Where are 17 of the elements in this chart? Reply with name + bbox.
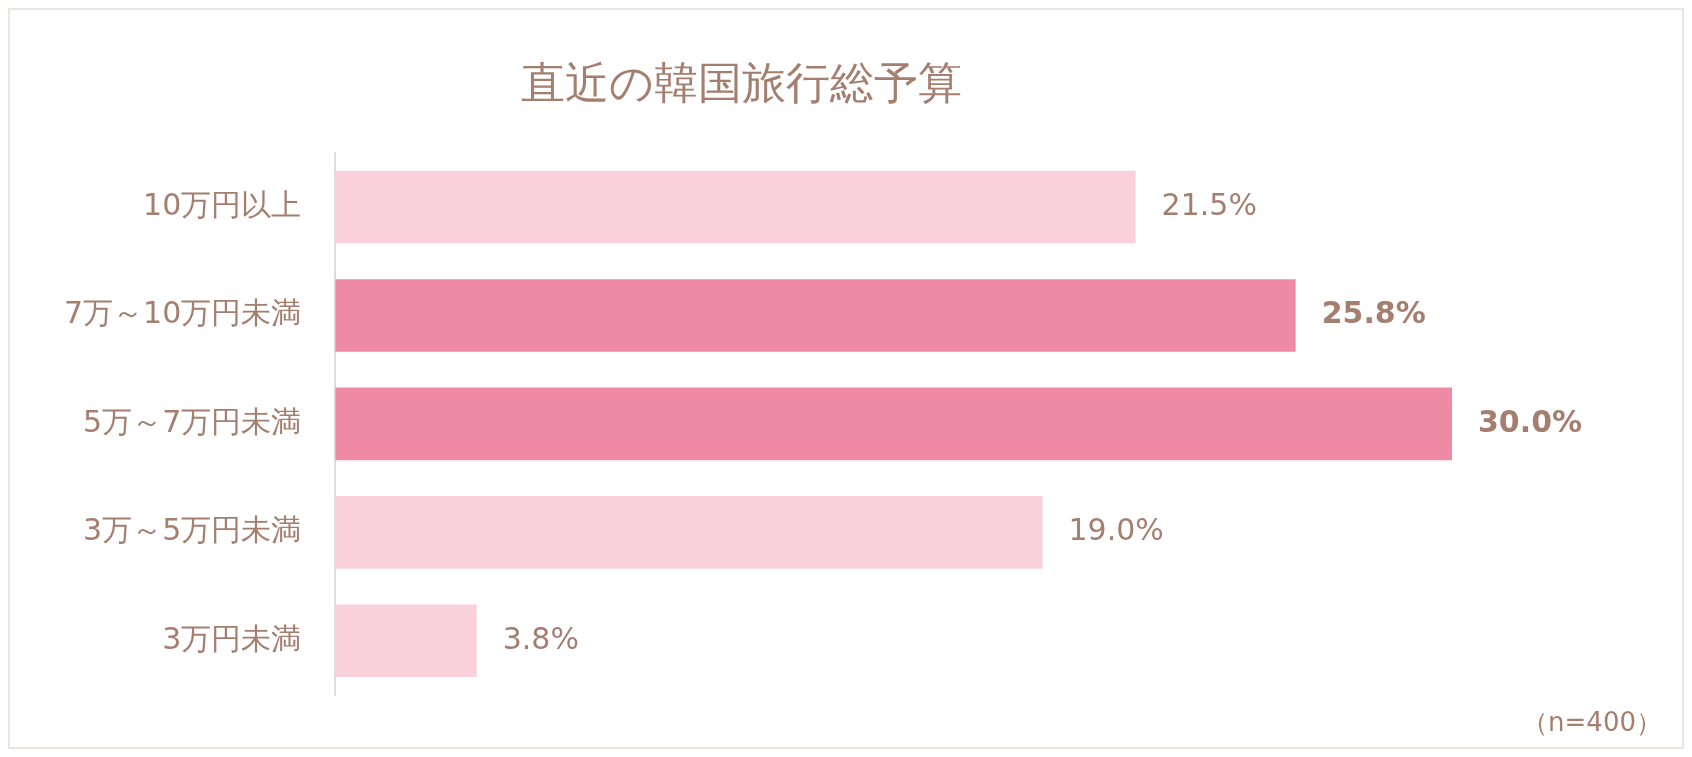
bar [335,170,1136,244]
bar [335,496,1043,569]
y-tick-label: 3万円未満 [162,620,302,656]
data-label: 3.8% [502,620,579,656]
text: （n=400） [1522,706,1662,737]
data-label: 19.0% [1068,512,1164,548]
bar [335,279,1296,352]
y-tick-label: 10万円以上 [143,186,302,222]
y-tick-label: 3万～5万円未満 [83,512,302,548]
data-label: 21.5% [1161,186,1257,222]
data-label: 25.8% [1321,295,1426,331]
y-tick-label: 7万～10万円未満 [64,295,302,331]
data-label: 30.0% [1478,403,1583,439]
bar [335,387,1452,461]
chart-title: 直近の韓国旅行総予算 [520,56,962,108]
y-tick-label: 5万～7万円未満 [83,403,302,439]
bar [335,604,477,678]
